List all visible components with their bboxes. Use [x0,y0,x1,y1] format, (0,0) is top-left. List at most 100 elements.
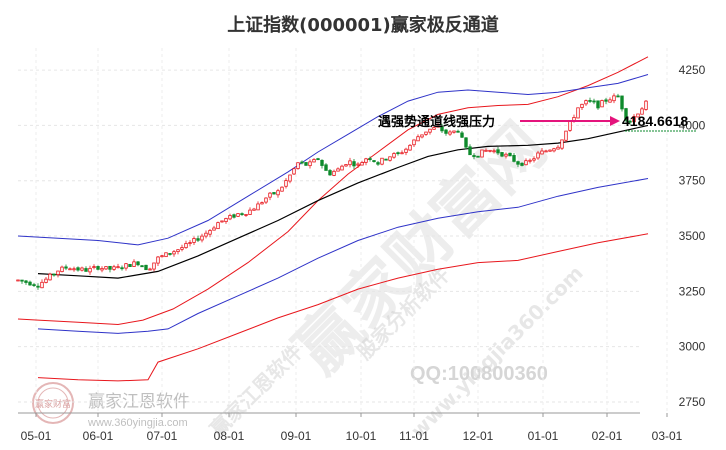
x-tick-label: 01-01 [528,429,559,443]
candle-body [120,267,124,270]
candle-body [20,279,24,282]
candle-body [144,264,148,271]
candle-body [496,149,500,154]
candle-body [108,265,112,270]
candle-body [80,267,84,271]
candle-body [136,261,140,266]
candle-body [168,253,172,255]
candle-body [172,251,176,255]
candle-body [388,156,392,161]
candle-body [576,107,580,119]
x-tick-label: 11-01 [399,429,429,443]
watermark-logo-seal: 赢家财富 [35,398,71,410]
candle-body [568,121,572,131]
band-lower-inner [37,178,649,334]
band-upper-outer [17,56,649,326]
candle-body [88,267,92,273]
candle-body [280,186,284,192]
candle-body [152,262,156,270]
candle-body [320,159,324,166]
y-axis: 2750 3000 3250 3500 3750 4000 4250 [679,63,706,409]
candle-body [224,218,228,223]
x-tick-label: 12-01 [463,429,494,443]
candle-body [580,103,584,108]
candle-body [596,100,600,109]
candle-body [212,227,216,231]
candle-body [504,153,508,157]
candle-body [240,213,244,216]
y-tick-label: 3500 [679,229,706,243]
candle-body [200,235,204,241]
x-tick-label: 03-01 [652,429,683,443]
candle-body [132,261,136,267]
candle-body [64,266,68,269]
candle-body [28,281,32,286]
candle-body [264,197,268,203]
candle-body [516,161,520,165]
candle-body [376,162,380,165]
candle-body [344,164,348,167]
candle-body [356,163,360,166]
candle-body [208,230,212,235]
annotation-text: 遇强势通道线强压力 [378,114,495,130]
candle-body [124,263,128,269]
candle-body [532,158,536,161]
candle-body [364,158,368,163]
candle-body [520,162,524,166]
candle-body [140,265,144,268]
candle-body [244,214,248,216]
candle-body [460,132,464,138]
candle-body [272,192,276,195]
candle-body [436,125,440,128]
candle-body [36,285,40,288]
candle-body [420,134,424,138]
candle-body [488,149,492,152]
y-tick-label: 3750 [679,174,706,188]
annotation-arrow-icon [610,116,620,126]
candle-body [428,128,432,133]
watermark-logo: 赢家财富 赢家江恩软件 www.360yingjia.com [32,382,190,429]
candle-body [392,153,396,158]
candle-body [440,126,444,132]
candle-body [228,215,232,220]
candle-body [616,95,620,98]
candle-body [340,165,344,171]
x-tick-label: 08-01 [214,429,245,443]
candle-body [456,130,460,133]
candle-body [128,263,132,267]
candle-body [324,164,328,171]
candle-body [564,130,568,141]
candle-body [204,232,208,237]
candle-body [260,202,264,205]
candle-body [468,146,472,156]
candle-body [184,243,188,249]
candle-body [380,157,384,165]
candle-body [476,155,480,158]
x-tick-label: 02-01 [592,429,623,443]
candle-body [24,280,28,283]
candle-body [308,161,312,167]
watermark: 赢家财富网 赢家江恩软件 股家分析软件 www.yingjia360.com Q… [32,109,588,443]
candle-body [556,146,560,150]
candle-body [588,100,592,102]
band-lower-outer [37,233,649,382]
candle-body [352,161,356,167]
candle-body [404,148,408,153]
candle-body [32,284,36,287]
candle-body [40,281,44,289]
y-tick-label: 4250 [679,63,706,77]
candle-body [248,209,252,215]
watermark-software: 赢家江恩软件 [205,339,307,441]
candle-body [500,152,504,157]
candle-body [220,220,224,223]
candle-body [316,158,320,161]
candle-body [56,270,60,275]
candle-body [552,148,556,152]
candle-body [412,139,416,146]
candle-body [512,155,516,162]
candle-body [608,99,612,103]
candle-body [536,152,540,159]
y-tick-label: 3250 [679,284,706,298]
candle-body [44,278,48,283]
watermark-logo-seal-icon [32,382,74,424]
